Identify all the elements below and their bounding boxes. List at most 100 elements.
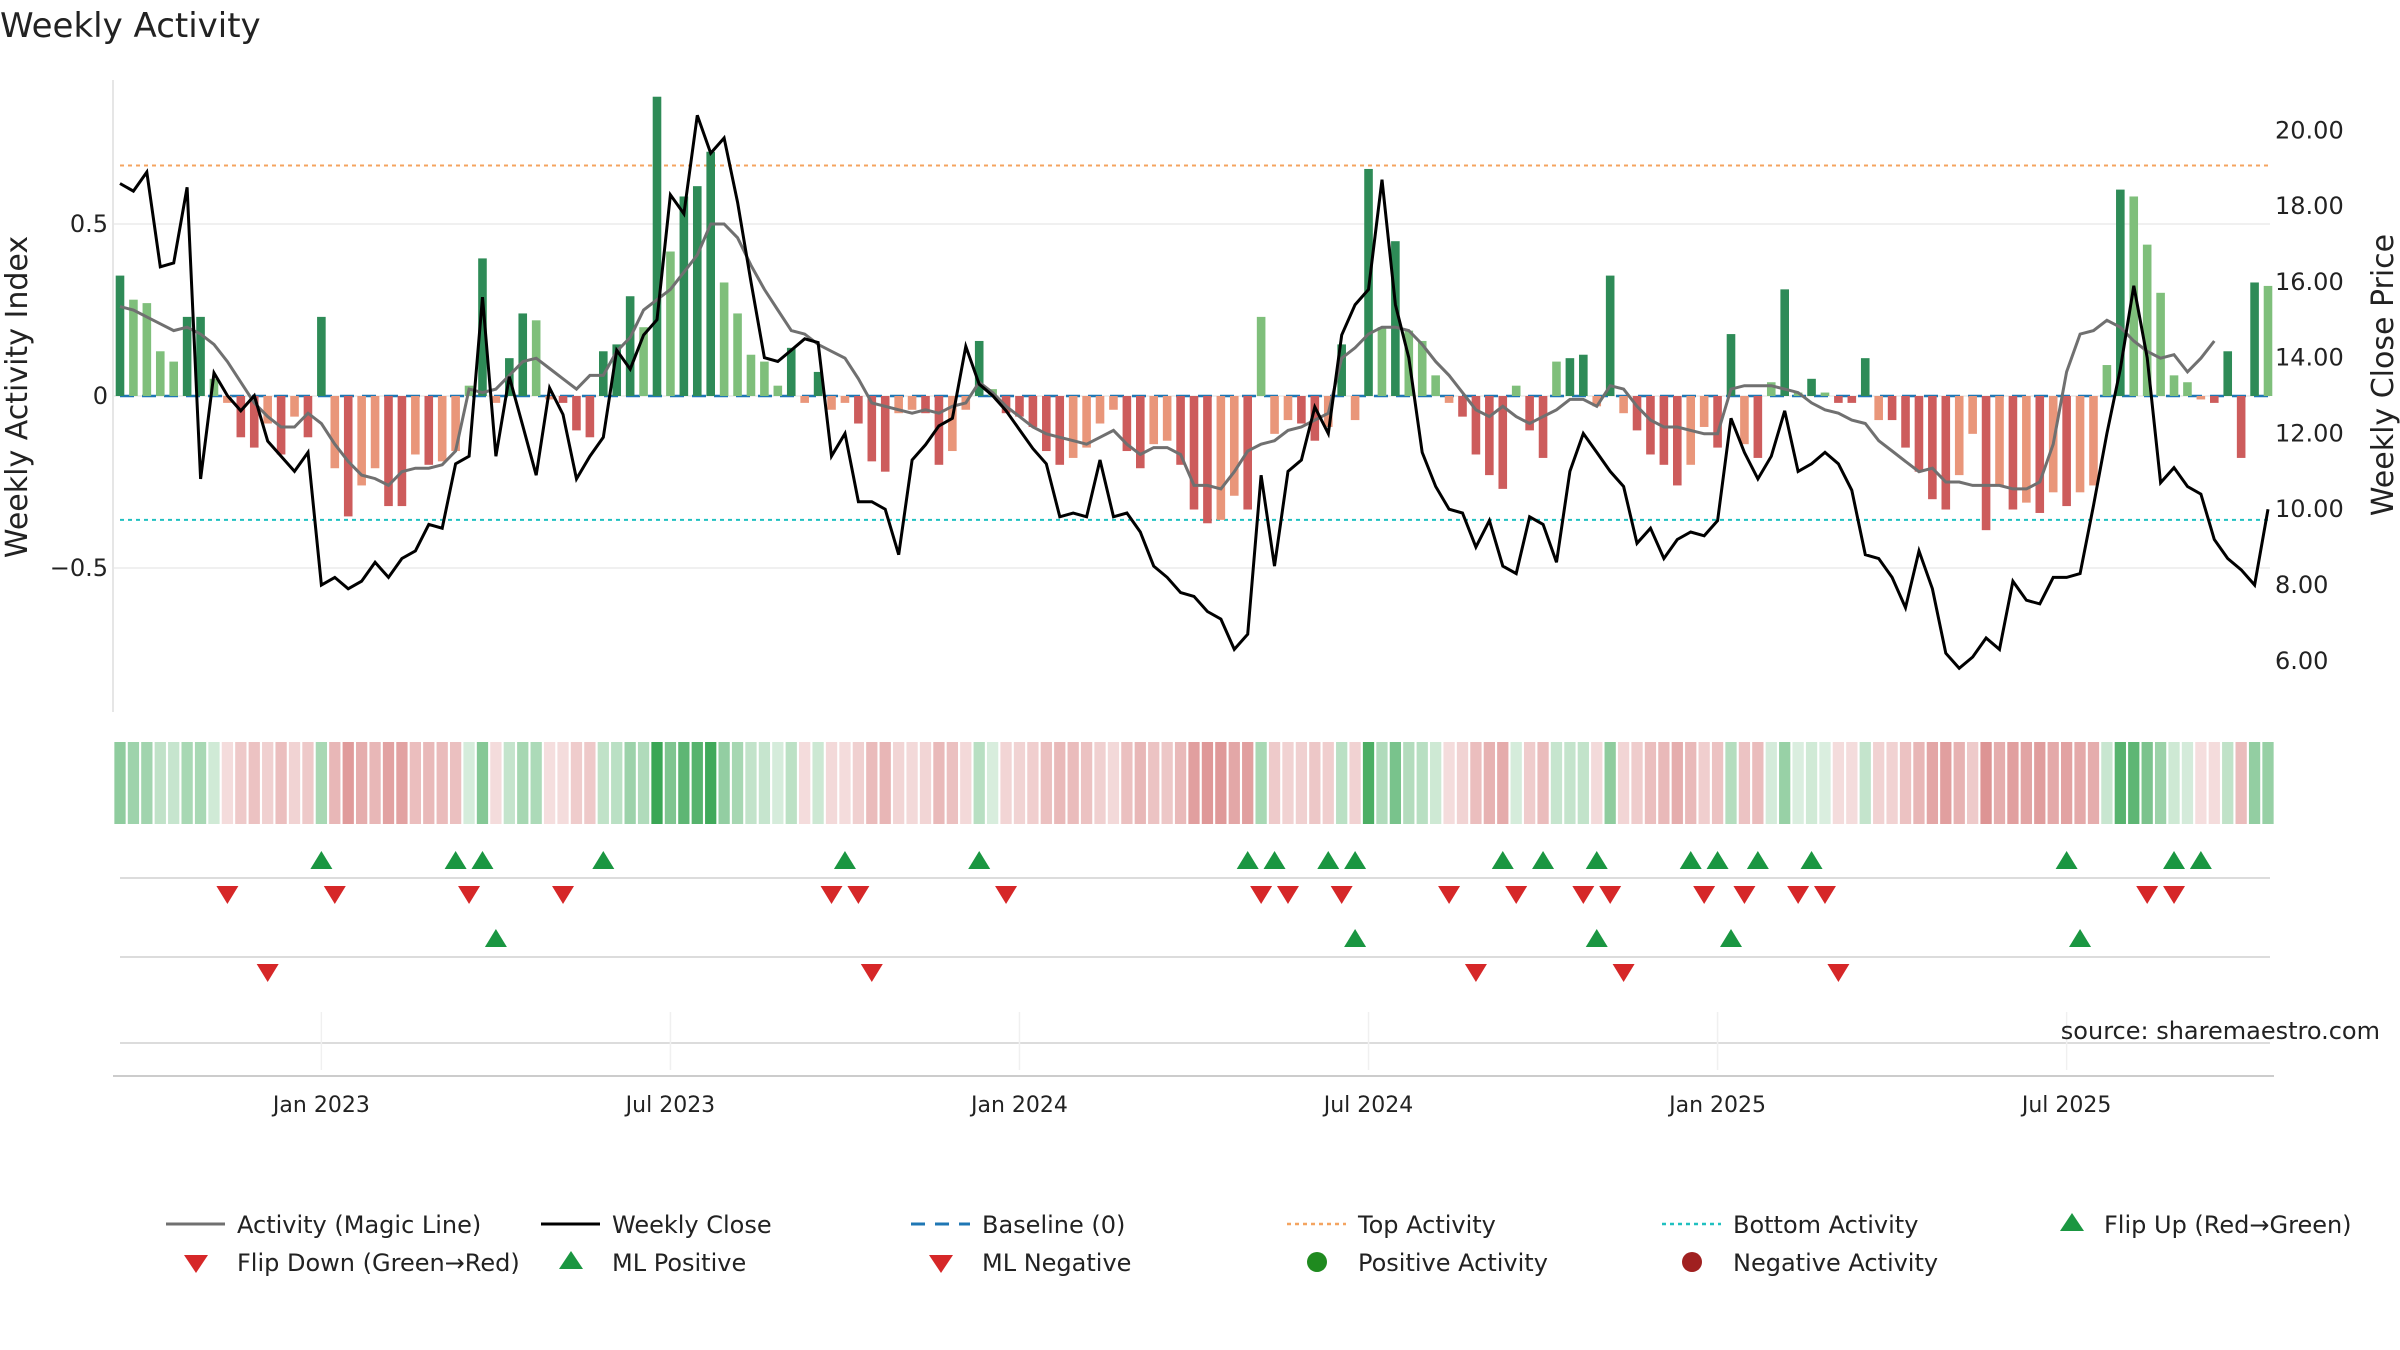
legend: Activity (Magic Line) Weekly Close Baselin…	[166, 1211, 2352, 1277]
activity-bar	[491, 396, 501, 403]
activity-bar	[1579, 354, 1588, 396]
activity-bar	[1471, 396, 1481, 455]
series-lines	[119, 114, 2270, 671]
flip-down-marker	[995, 886, 1018, 904]
activity-strip-cell	[1510, 742, 1522, 824]
activity-strip-cell	[1846, 742, 1858, 824]
activity-strip-cell	[449, 742, 462, 824]
activity-strip-cell	[1040, 742, 1052, 824]
activity-bar	[786, 347, 796, 396]
activity-strip-cell	[1027, 742, 1039, 824]
activity-bar	[1820, 392, 1830, 396]
activity-bar	[115, 275, 125, 396]
activity-bar	[2035, 396, 2045, 513]
activity-strip-cell	[1389, 742, 1402, 824]
activity-strip-cell	[235, 742, 247, 824]
activity-bar	[236, 396, 246, 438]
activity-bar	[223, 396, 232, 403]
activity-bar	[129, 299, 138, 396]
activity-bar	[867, 396, 877, 462]
activity-strip-cell	[1671, 742, 1683, 824]
activity-strip-cell	[812, 742, 824, 824]
activity-strip-cell	[1322, 742, 1334, 824]
flip-up-marker	[833, 851, 856, 869]
flip-down-marker	[1438, 886, 1461, 904]
activity-strip-cell	[825, 742, 838, 824]
activity-strip-cell	[1013, 742, 1026, 824]
activity-bar	[1941, 396, 1951, 510]
activity-bar	[1028, 396, 1038, 427]
activity-bar	[2169, 375, 2179, 396]
activity-strip-cell	[973, 742, 985, 824]
activity-strip-cell	[1161, 742, 1173, 824]
legend-label: Flip Down (Green→Red)	[237, 1249, 520, 1277]
activity-strip-cell	[2248, 742, 2261, 824]
activity-bar	[1297, 396, 1306, 424]
right-tick-label: 16.00	[2275, 268, 2344, 296]
legend-label: ML Negative	[982, 1249, 1131, 1277]
flip-up-marker	[2189, 851, 2212, 869]
activity-bar	[384, 396, 393, 507]
activity-strip-cell	[2101, 742, 2113, 824]
date-axis: Jan 2023 Jul 2023 Jan 2024 Jul 2024 Jan 2025…	[113, 1012, 2274, 1118]
date-tick-label: Jan 2024	[969, 1093, 1068, 1118]
activity-strip-cell	[960, 742, 972, 824]
activity-bar	[558, 396, 568, 403]
activity-strip-cell	[342, 742, 354, 824]
activity-bar	[1914, 396, 1924, 472]
activity-strip-cell	[2020, 742, 2032, 824]
activity-strip-cell	[530, 742, 542, 824]
activity-strip-cell	[1430, 742, 1442, 824]
activity-bar	[1646, 396, 1655, 455]
activity-strip-cell	[1523, 742, 1536, 824]
activity-bar	[1136, 396, 1145, 469]
activity-strip-cell	[1134, 742, 1146, 824]
activity-strip-cell	[1926, 742, 1939, 824]
activity-strip-cell	[288, 742, 301, 824]
activity-strip-cell	[2208, 742, 2220, 824]
activity-bar	[2223, 351, 2233, 396]
activity-strip-cell	[2235, 742, 2247, 824]
flip-down-marker	[323, 886, 346, 904]
activity-bar	[1713, 396, 1722, 448]
activity-strip-cell	[557, 742, 569, 824]
activity-strip-cell	[1617, 742, 1630, 824]
flip-down-marker	[216, 886, 239, 904]
activity-strip-cell	[785, 742, 797, 824]
activity-strip-cell	[463, 742, 475, 824]
flip-up-marker	[1800, 851, 1823, 869]
activity-strip-cell	[1148, 742, 1160, 824]
activity-bar	[1310, 396, 1320, 441]
activity-strip-cell	[1376, 742, 1388, 824]
right-tick-label: 8.00	[2275, 571, 2328, 599]
activity-strip-cell	[1873, 742, 1885, 824]
activity-bar	[1189, 396, 1199, 510]
activity-strip-cell	[1456, 742, 1469, 824]
right-tick-label: 10.00	[2275, 495, 2344, 523]
activity-strip-cell	[1577, 742, 1589, 824]
activity-bar	[1740, 396, 1749, 445]
flip-up-marker	[592, 851, 615, 869]
ml-positive-marker	[1720, 929, 1742, 947]
activity-strip-cell	[1268, 742, 1281, 824]
activity-bar	[773, 385, 783, 396]
activity-strip-cell	[127, 742, 140, 824]
activity-strip-cell	[275, 742, 287, 824]
activity-bar	[1780, 289, 1789, 396]
flip-up-marker	[1491, 851, 1514, 869]
legend-swatch-negative-activity	[1682, 1252, 1702, 1272]
activity-bar	[666, 251, 675, 396]
activity-strip-cell	[986, 742, 999, 824]
activity-bar	[1766, 382, 1776, 396]
activity-bar	[1350, 396, 1360, 421]
legend-label: ML Positive	[612, 1249, 746, 1277]
flip-up-marker	[1746, 851, 1769, 869]
activity-bar	[1632, 396, 1642, 431]
activity-bar	[2263, 285, 2273, 396]
flip-up-marker	[444, 851, 467, 869]
legend-swatch-ml-positive	[559, 1251, 583, 1269]
date-tick-label: Jan 2023	[271, 1093, 370, 1118]
flip-up-marker	[2055, 851, 2078, 869]
activity-strip-cell	[906, 742, 918, 824]
activity-bar	[679, 196, 689, 396]
